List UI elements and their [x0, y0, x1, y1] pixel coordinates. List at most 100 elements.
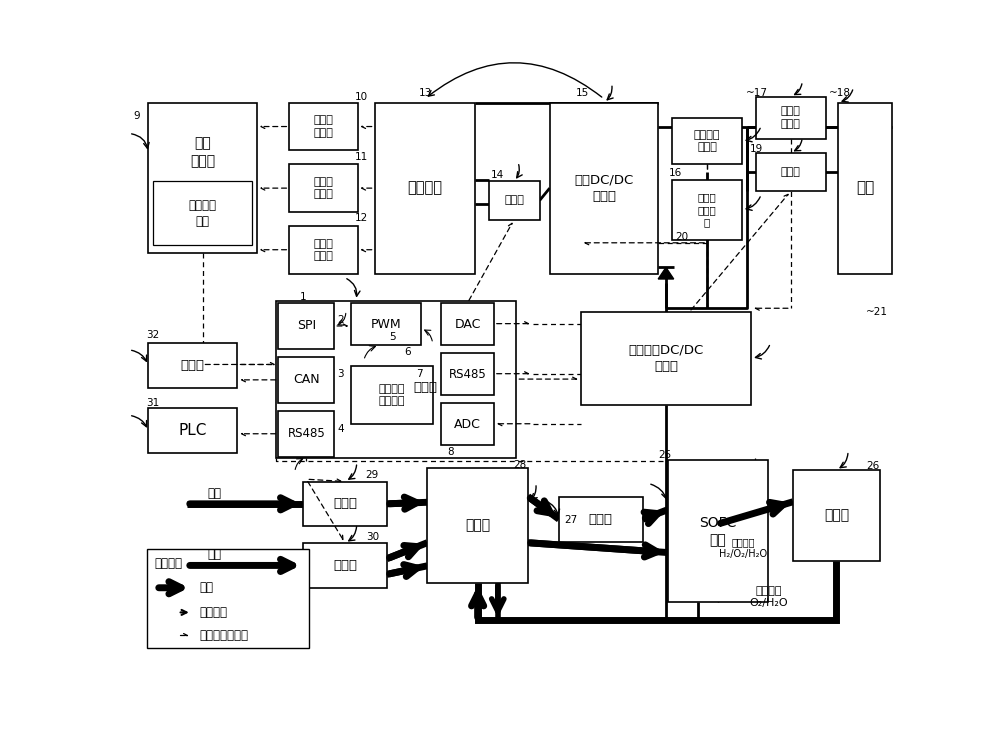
Bar	[375, 103, 475, 274]
Text: ~21: ~21	[866, 307, 888, 317]
Text: 12: 12	[355, 213, 368, 223]
Bar	[276, 300, 516, 458]
Text: 16: 16	[669, 169, 682, 178]
Bar	[148, 343, 237, 388]
Text: SOFC
电堆: SOFC 电堆	[699, 516, 737, 547]
Text: 11: 11	[355, 152, 368, 161]
Bar	[489, 181, 540, 220]
Text: 1: 1	[300, 292, 307, 302]
Bar	[756, 96, 826, 139]
Text: 29: 29	[366, 471, 379, 480]
Text: 5: 5	[389, 332, 396, 342]
Text: 旁路阀: 旁路阀	[589, 513, 613, 525]
Text: 继电器: 继电器	[505, 195, 524, 206]
Text: 32: 32	[146, 330, 160, 340]
Polygon shape	[658, 267, 674, 279]
Text: 状态估计
算法: 状态估计 算法	[188, 198, 216, 227]
Text: RS485: RS485	[287, 427, 325, 440]
Text: 30: 30	[366, 532, 379, 542]
Bar	[559, 497, 643, 542]
Text: 控制器: 控制器	[413, 381, 437, 394]
Text: 电池电
压采样: 电池电 压采样	[313, 115, 333, 138]
Text: 变换器电
压采样: 变换器电 压采样	[694, 130, 720, 152]
Text: 31: 31	[146, 398, 160, 408]
Bar	[793, 470, 880, 561]
Text: 电池温
度采样: 电池温 度采样	[313, 238, 333, 261]
Text: 鼓风机: 鼓风机	[333, 559, 357, 572]
Text: 25: 25	[659, 449, 672, 460]
Text: 双向DC/DC
变换器: 双向DC/DC 变换器	[574, 174, 634, 203]
Text: SPI: SPI	[297, 320, 316, 332]
Bar	[427, 468, 528, 583]
Text: 负载电
流采样: 负载电 流采样	[781, 107, 801, 129]
Text: 采样与控制信号: 采样与控制信号	[199, 629, 248, 642]
Text: 空气: 空气	[207, 548, 221, 561]
Text: 6: 6	[405, 347, 411, 357]
Bar	[289, 164, 358, 212]
Text: 继电器: 继电器	[781, 167, 801, 177]
Bar	[148, 408, 237, 453]
Text: 13: 13	[419, 87, 432, 98]
Bar	[838, 103, 892, 274]
Text: PWM: PWM	[371, 317, 401, 331]
Bar	[756, 152, 826, 191]
Text: ADC: ADC	[454, 417, 481, 431]
Bar	[303, 543, 387, 588]
Bar	[351, 303, 421, 345]
Bar	[289, 103, 358, 150]
Text: 20: 20	[675, 232, 688, 242]
Text: 燃烧室: 燃烧室	[824, 508, 849, 522]
Text: 变换器
电流采
样: 变换器 电流采 样	[698, 192, 716, 227]
Text: ~18: ~18	[829, 87, 851, 98]
Text: CAN: CAN	[293, 374, 320, 386]
Text: 换热器: 换热器	[465, 519, 490, 532]
Bar	[672, 118, 742, 164]
Text: 可控升压DC/DC
变换器: 可控升压DC/DC 变换器	[628, 344, 704, 373]
Bar	[441, 353, 494, 395]
Text: 28: 28	[514, 460, 527, 470]
Text: 锂电池组: 锂电池组	[407, 181, 442, 195]
Text: 状态
估计器: 状态 估计器	[190, 136, 215, 169]
Bar	[278, 357, 334, 403]
Bar	[441, 303, 494, 345]
Text: 负载: 负载	[856, 181, 874, 195]
Bar	[153, 181, 252, 245]
Bar	[278, 411, 334, 457]
Bar	[581, 312, 751, 405]
Text: 14: 14	[490, 170, 504, 180]
Text: 19: 19	[750, 144, 763, 154]
Bar	[668, 460, 768, 602]
Text: 10: 10	[355, 92, 368, 101]
Text: 4: 4	[337, 424, 344, 434]
Text: DAC: DAC	[454, 317, 481, 331]
Text: 流量计: 流量计	[333, 497, 357, 511]
Bar	[278, 303, 334, 349]
Text: 15: 15	[576, 87, 589, 98]
Text: 7: 7	[416, 369, 423, 379]
Text: 8: 8	[447, 447, 454, 457]
Text: PLC: PLC	[179, 423, 207, 438]
Text: 图样说明: 图样说明	[154, 556, 182, 570]
Text: 热电协同
控制算法: 热电协同 控制算法	[379, 383, 405, 406]
Text: 3: 3	[337, 369, 344, 379]
Bar	[441, 403, 494, 445]
Text: 燃料: 燃料	[207, 487, 221, 500]
Text: 上位机: 上位机	[181, 359, 205, 371]
Bar	[351, 366, 433, 424]
Bar	[550, 103, 658, 274]
Text: 一次尾气
H₂/O₂/H₂O: 一次尾气 H₂/O₂/H₂O	[719, 537, 767, 559]
Text: ~17: ~17	[746, 87, 768, 98]
Text: RS485: RS485	[449, 368, 486, 380]
Text: 2: 2	[337, 314, 344, 325]
Text: 电池电
流采样: 电池电 流采样	[313, 177, 333, 199]
Text: 气道: 气道	[199, 581, 213, 594]
Text: 二次尾气
O₂/H₂O: 二次尾气 O₂/H₂O	[749, 586, 788, 608]
Text: 9: 9	[133, 111, 140, 121]
Bar	[672, 180, 742, 240]
Bar	[303, 482, 387, 526]
Text: 26: 26	[866, 461, 880, 471]
Bar	[147, 549, 309, 648]
Bar	[289, 226, 358, 274]
Bar	[148, 103, 257, 253]
Text: 27: 27	[564, 515, 577, 525]
